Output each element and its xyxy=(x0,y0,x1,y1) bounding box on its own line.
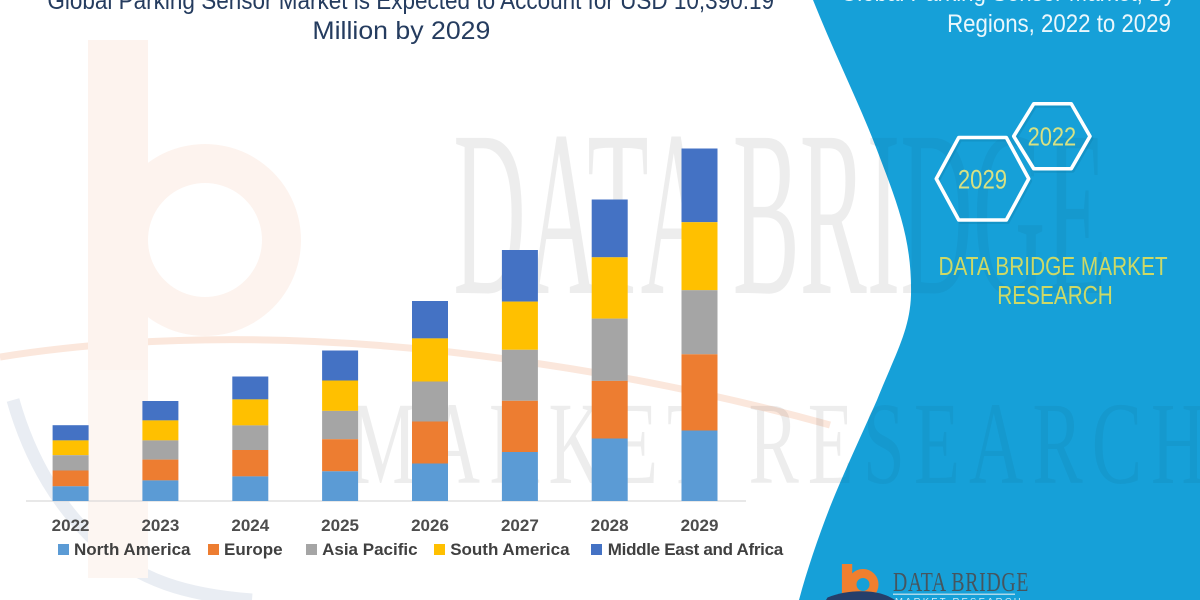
svg-text:MARKET RESEARCH: MARKET RESEARCH xyxy=(895,597,1023,600)
svg-text:RESEARCH: RESEARCH xyxy=(997,281,1113,310)
svg-text:DATA BRIDGE: DATA BRIDGE xyxy=(893,568,1029,598)
svg-text:DATA BRIDGE MARKET: DATA BRIDGE MARKET xyxy=(938,252,1167,281)
svg-text:2022: 2022 xyxy=(1028,123,1077,152)
svg-text:2029: 2029 xyxy=(958,166,1007,196)
svg-text:Global Parking Sensor Market,: Global Parking Sensor Market, By xyxy=(840,0,1175,7)
svg-text:Regions, 2022 to 2029: Regions, 2022 to 2029 xyxy=(947,11,1171,38)
